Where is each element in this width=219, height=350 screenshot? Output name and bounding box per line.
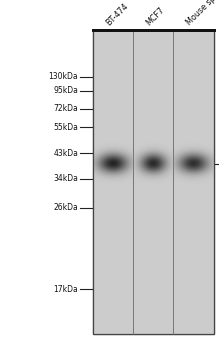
Text: MCF7: MCF7 (145, 5, 167, 27)
Text: 26kDa: 26kDa (53, 203, 78, 212)
Text: 130kDa: 130kDa (49, 72, 78, 82)
Text: BT-474: BT-474 (104, 1, 130, 27)
Text: 72kDa: 72kDa (53, 104, 78, 113)
Text: 17kDa: 17kDa (53, 285, 78, 294)
Text: 43kDa: 43kDa (53, 148, 78, 158)
Bar (93, 30, 214, 334)
Bar (93, 30, 214, 334)
Text: 55kDa: 55kDa (53, 123, 78, 132)
Text: 95kDa: 95kDa (53, 86, 78, 95)
Text: Mouse spleen: Mouse spleen (185, 0, 219, 27)
Text: 34kDa: 34kDa (53, 174, 78, 183)
